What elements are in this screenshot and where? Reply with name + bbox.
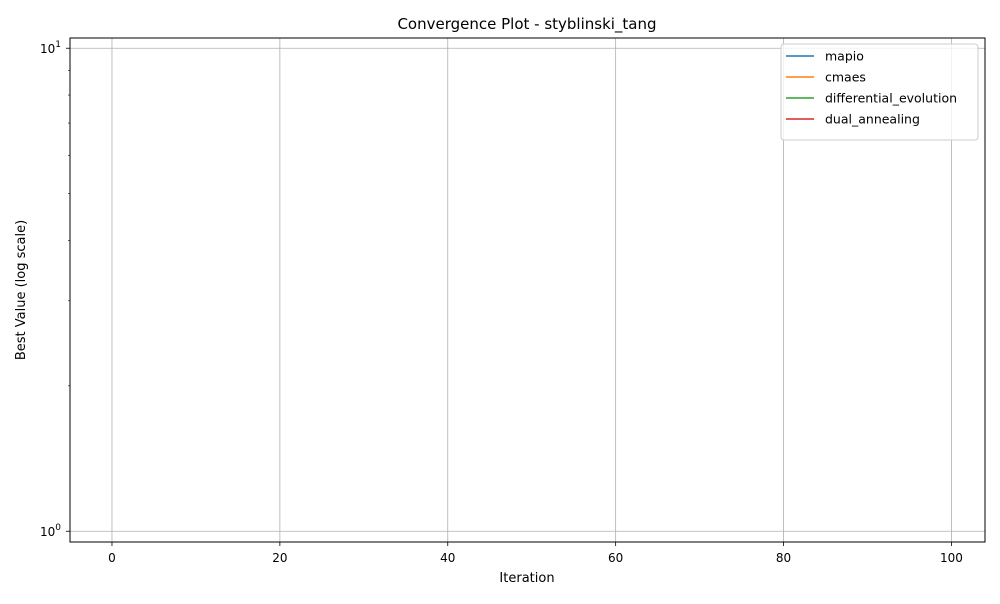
x-tick-label: 100 bbox=[940, 551, 963, 565]
y-axis-label: Best Value (log scale) bbox=[14, 220, 29, 360]
x-tick-label: 80 bbox=[776, 551, 791, 565]
x-tick-label: 20 bbox=[272, 551, 287, 565]
x-axis-label: Iteration bbox=[499, 571, 554, 586]
y-tick-label: 100 bbox=[40, 523, 61, 539]
x-tick-label: 40 bbox=[440, 551, 455, 565]
plot-frame bbox=[69, 37, 986, 543]
chart-title: Convergence Plot - styblinski_tang bbox=[397, 15, 656, 34]
legend-label: differential_evolution bbox=[825, 91, 957, 106]
legend: mapio cmaes differential_evolution dual_ann… bbox=[780, 43, 979, 141]
x-tick-label: 60 bbox=[608, 551, 623, 565]
legend-box bbox=[780, 43, 979, 141]
legend-label: cmaes bbox=[825, 70, 866, 85]
axis-ticks: 0 20 40 60 80 100 100 101 bbox=[40, 40, 963, 565]
x-tick-label: 0 bbox=[108, 551, 116, 565]
legend-label: dual_annealing bbox=[825, 112, 920, 127]
legend-label: mapio bbox=[825, 49, 864, 64]
y-tick-label: 101 bbox=[40, 40, 61, 56]
